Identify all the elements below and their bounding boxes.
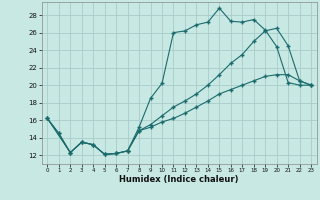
- X-axis label: Humidex (Indice chaleur): Humidex (Indice chaleur): [119, 175, 239, 184]
